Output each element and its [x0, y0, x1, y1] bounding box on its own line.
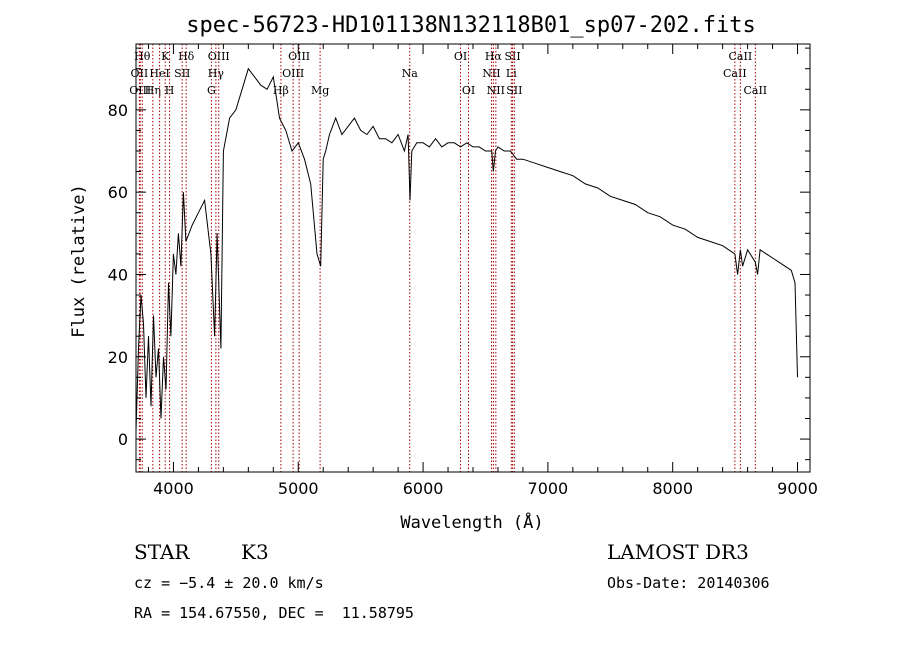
line-label: OII	[131, 67, 149, 80]
spectral-line-markers: HθOIIOIIIHηHeIKHSIIHδGHγOIIIHβOIIIOIIIMg…	[129, 44, 767, 472]
line-label: NII	[487, 84, 505, 97]
line-label: SII	[506, 84, 522, 97]
line-label: G	[207, 84, 216, 97]
x-tick-label: 9000	[777, 479, 818, 498]
y-tick-label: 80	[108, 101, 128, 120]
x-tick-label: 6000	[403, 479, 444, 498]
x-axis-label: Wavelength (Å)	[400, 511, 543, 533]
line-label: CaII	[723, 67, 747, 80]
y-tick-label: 40	[108, 265, 128, 284]
line-label: OI	[462, 84, 475, 97]
line-label: K	[161, 50, 170, 63]
x-tick-label: 8000	[652, 479, 693, 498]
line-label: OI	[454, 50, 467, 63]
line-label: Hθ	[134, 50, 151, 63]
line-label: OIII	[208, 50, 230, 63]
line-label: SII	[174, 67, 190, 80]
line-label: SII	[504, 50, 520, 63]
line-label: CaII	[743, 84, 767, 97]
line-label: CaII	[729, 50, 753, 63]
plot-frame	[135, 43, 811, 473]
y-axis-label: Flux (relative)	[69, 184, 89, 338]
chart-title: spec-56723-HD101138N132118B01_sp07-202.f…	[186, 13, 756, 38]
x-tick-label: 5000	[278, 479, 319, 498]
x-tick-label: 7000	[528, 479, 569, 498]
line-label: HeI	[149, 67, 169, 80]
y-tick-label: 0	[118, 430, 128, 449]
spectrum-line	[135, 67, 798, 431]
line-label: Hγ	[208, 67, 225, 80]
line-label: NII	[482, 67, 500, 80]
redshift-cz: cz = −5.4 ± 20.0 km/s	[134, 574, 324, 592]
observation-date: Obs-Date: 20140306	[607, 574, 770, 592]
spectrum-series	[135, 67, 798, 431]
x-tick-label: 4000	[153, 479, 194, 498]
y-tick-label: 20	[108, 348, 128, 367]
line-label: Na	[402, 67, 419, 80]
line-label: OIII	[129, 84, 151, 97]
line-label: H	[165, 84, 175, 97]
survey-name: LAMOST DR3	[607, 540, 749, 564]
line-label: Hα	[485, 50, 503, 63]
line-label: Hβ	[273, 84, 289, 97]
coordinates: RA = 154.67550, DEC = 11.58795	[134, 604, 414, 622]
line-label: Hδ	[178, 50, 195, 63]
line-label: Hη	[145, 84, 161, 97]
line-label: OIII	[282, 67, 304, 80]
line-label: OIII	[288, 50, 310, 63]
object-class: STAR	[134, 540, 190, 564]
spectral-subclass: K3	[241, 540, 269, 564]
axis-ticks: 4000 5000 6000 7000 8000 9000 0 20 40 60 80	[108, 44, 818, 498]
line-label: Mg	[311, 84, 329, 97]
y-tick-label: 60	[108, 183, 128, 202]
line-label: Li	[506, 67, 517, 80]
